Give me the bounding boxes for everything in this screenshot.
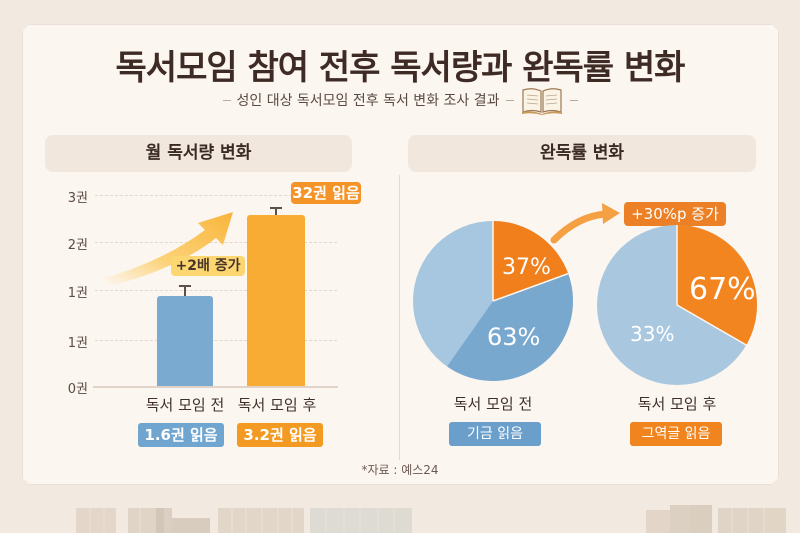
y-tick: 1권 <box>67 286 88 301</box>
pie-before-label: 독서 모임 전 <box>453 395 533 413</box>
value-pill-after: 3.2권 읽음 <box>237 423 323 447</box>
source-note: *자료 : 예스24 <box>361 463 439 477</box>
subtitle-row: 성인 대상 독서모임 전후 독서 변화 조사 결과 <box>0 88 800 115</box>
gridline <box>95 340 337 341</box>
gridline <box>95 195 337 196</box>
error-bar <box>275 207 277 215</box>
y-tick: 1권 <box>67 336 88 351</box>
y-tick: 3권 <box>67 191 88 206</box>
top-value-tag: 32권 읽음 <box>291 182 361 204</box>
growth-arrow-icon <box>105 212 233 286</box>
value-pill-before: 1.6권 읽음 <box>138 423 224 447</box>
y-tick: 0권 <box>67 382 88 397</box>
x-label-after: 독서 모임 후 <box>237 396 317 414</box>
pie-before-orange-label: 37% <box>502 255 551 280</box>
panel-divider <box>399 175 400 460</box>
subtitle: 성인 대상 독서모임 전후 독서 변화 조사 결과 <box>236 93 500 109</box>
pie-before-pill: 기금 읽음 <box>449 422 541 446</box>
open-book-icon <box>521 88 562 115</box>
bar-before <box>157 296 213 386</box>
pie-before-blue-label: 63% <box>487 323 541 351</box>
change-tag: +30%p 증가 <box>624 202 726 226</box>
pie-after-orange-label: 67% <box>689 272 756 307</box>
error-bar <box>184 285 186 296</box>
pie-after-pill: 그역글 읽음 <box>630 422 722 446</box>
divider-dash <box>569 99 578 101</box>
error-bar-cap <box>179 285 191 287</box>
gridline <box>95 290 337 291</box>
bar-after <box>247 215 305 386</box>
divider-dash <box>222 99 231 101</box>
pie-panel-header: 완독률 변화 <box>408 135 756 172</box>
error-bar-cap <box>270 207 282 209</box>
growth-tag: +2배 증가 <box>171 256 245 276</box>
y-tick: 2권 <box>67 238 88 253</box>
page-title: 독서모임 참여 전후 독서량과 완독률 변화 <box>115 48 686 88</box>
bar-panel-header: 월 독서량 변화 <box>45 135 352 172</box>
pie-after-blue-label: 33% <box>630 322 675 346</box>
x-label-before: 독서 모임 전 <box>145 396 225 414</box>
pie-after <box>597 225 757 385</box>
bookshelf-decoration-icon <box>76 505 786 533</box>
x-axis-baseline <box>93 386 338 388</box>
pie-after-label: 독서 모임 후 <box>637 395 717 413</box>
curved-arrow-icon <box>550 203 620 244</box>
pie-before <box>413 221 573 381</box>
divider-dash <box>505 99 514 101</box>
gridline <box>95 242 337 243</box>
